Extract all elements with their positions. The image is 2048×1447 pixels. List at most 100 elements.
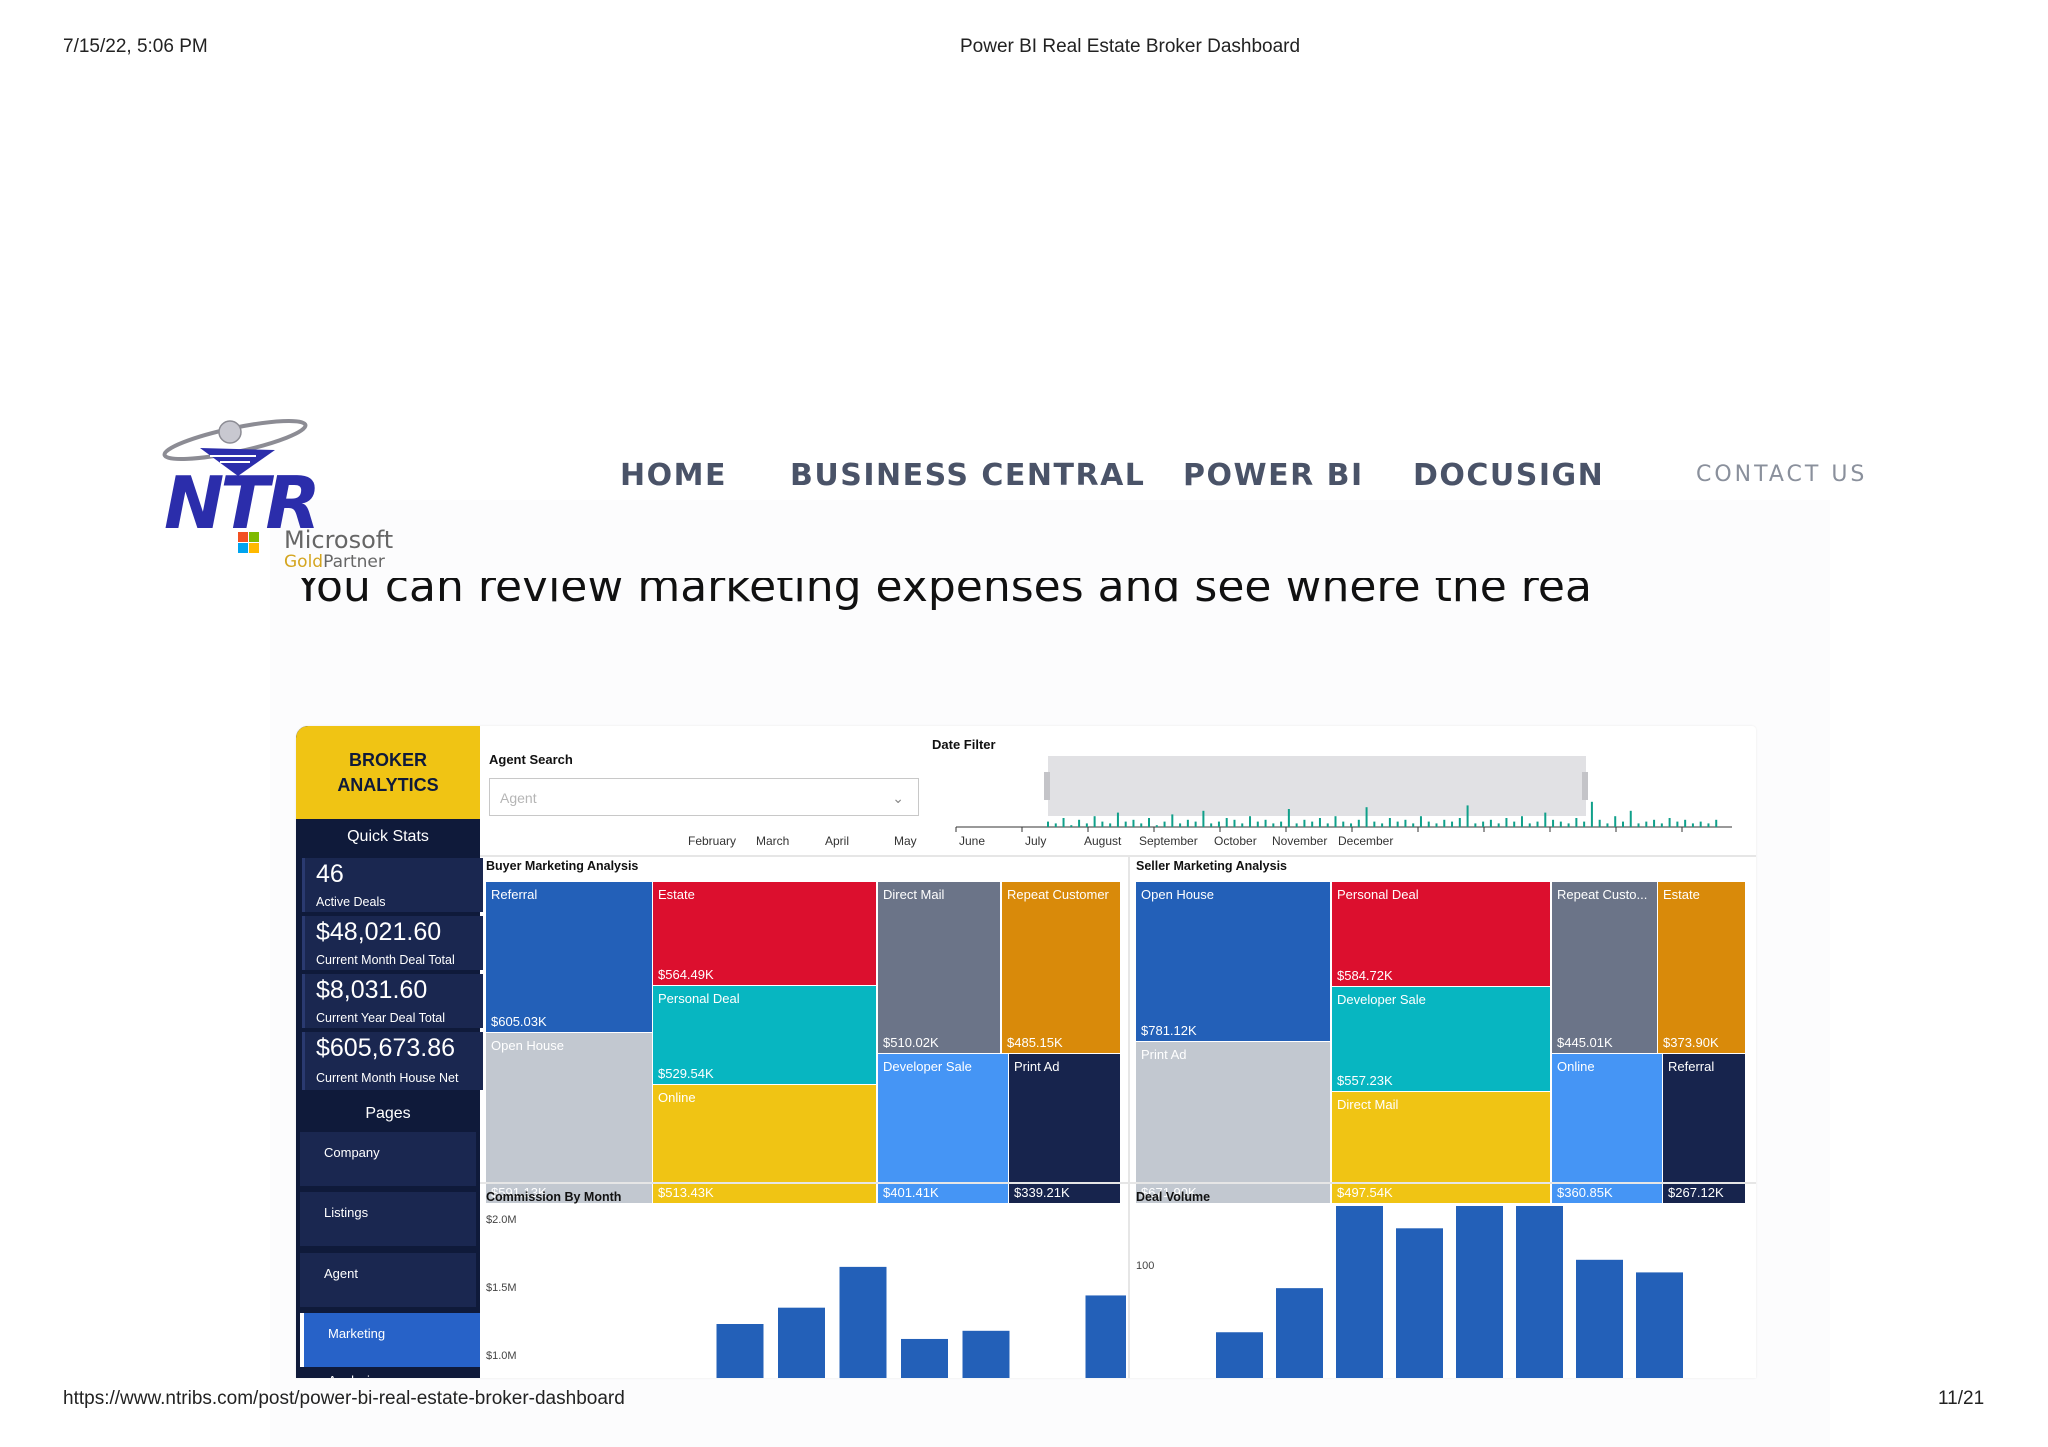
buyer-tile[interactable]: Referral $605.03K <box>486 882 652 1032</box>
buyer-tile[interactable]: Online $513.43K <box>653 1085 876 1203</box>
deal-volume-bar[interactable] <box>1396 1228 1443 1378</box>
seller-tile-name: Repeat Custo... <box>1557 887 1648 902</box>
seller-tile-name: Direct Mail <box>1337 1097 1399 1112</box>
commission-title: Commission By Month <box>486 1190 622 1204</box>
agent-placeholder: Agent <box>500 790 537 806</box>
seller-tile[interactable]: Repeat Custo... $445.01K <box>1552 882 1657 1053</box>
stat-value: 46 <box>316 860 344 888</box>
buyer-tile-value: $339.21K <box>1014 1185 1070 1200</box>
date-filter-sparkline[interactable] <box>952 756 1742 838</box>
commission-bar[interactable] <box>778 1307 825 1378</box>
month-label: December <box>1338 834 1394 848</box>
date-range-handle-left[interactable] <box>1044 772 1050 800</box>
quick-stats-label: Quick Stats <box>347 828 429 845</box>
buyer-tile-name: Online <box>658 1090 696 1105</box>
date-filter-label: Date Filter <box>932 737 996 752</box>
buyer-tile-value: $591.13K <box>491 1185 547 1200</box>
seller-tile-name: Personal Deal <box>1337 887 1419 902</box>
seller-tile-value: $671.90K <box>1141 1185 1197 1200</box>
agent-search-dropdown[interactable]: Agent ⌄ <box>489 778 919 816</box>
nav-power-bi[interactable]: POWER BI <box>1183 458 1364 493</box>
buyer-tile-value: $401.41K <box>883 1185 939 1200</box>
nav-contact-us[interactable]: CONTACT US <box>1696 462 1868 487</box>
commission-bar[interactable] <box>901 1338 948 1378</box>
nav-business-central[interactable]: BUSINESS CENTRAL <box>790 458 1146 493</box>
page-company-performance[interactable]: CompanyPerformance <box>300 1132 476 1207</box>
divider-h2 <box>480 1182 1756 1184</box>
buyer-tile[interactable]: Print Ad $339.21K <box>1009 1054 1120 1203</box>
buyer-tile-name: Personal Deal <box>658 991 740 1006</box>
seller-tile-name: Referral <box>1668 1059 1715 1074</box>
pages-label: Pages <box>365 1105 411 1122</box>
buyer-tile[interactable]: Personal Deal $529.54K <box>653 986 876 1084</box>
month-label: May <box>894 834 917 848</box>
date-range-handle-right[interactable] <box>1582 772 1588 800</box>
deal-volume-bar[interactable] <box>1516 1206 1563 1378</box>
page-agent-performance[interactable]: AgentPerformance <box>300 1253 476 1328</box>
buyer-tile[interactable]: Direct Mail $510.02K <box>878 882 1000 1053</box>
month-label: September <box>1139 834 1198 848</box>
seller-tile-name: Developer Sale <box>1337 992 1426 1007</box>
page-marketing-analysis[interactable]: Marketing Analysis <box>300 1313 480 1378</box>
partner-gold-line: GoldPartner <box>284 552 385 572</box>
nav-home[interactable]: HOME <box>620 458 727 493</box>
commission-bar[interactable] <box>839 1266 887 1378</box>
brand-tile: BROKER ANALYTICS <box>296 726 480 819</box>
commission-bar[interactable] <box>716 1324 764 1378</box>
stat-label: Current Year Deal Total <box>316 1011 446 1025</box>
buyer-tile[interactable]: Estate $564.49K <box>653 882 876 985</box>
buyer-tile[interactable]: Developer Sale $401.41K <box>878 1054 1008 1203</box>
seller-tile-value: $557.23K <box>1337 1073 1393 1088</box>
month-label: October <box>1214 834 1257 848</box>
deal-volume-bar[interactable] <box>1456 1206 1503 1378</box>
buyer-tile-value: $605.03K <box>491 1014 547 1029</box>
stat-month-deal-total: $48,021.60 Current Month Deal Total <box>302 916 483 970</box>
deal-volume-chart <box>1216 1206 1683 1378</box>
buyer-tile-value: $564.49K <box>658 967 714 982</box>
buyer-tile[interactable]: Repeat Customer $485.15K <box>1002 882 1120 1053</box>
print-page-number: 11/21 <box>1938 1388 1985 1409</box>
deal-volume-bar[interactable] <box>1636 1272 1683 1378</box>
partner-microsoft: Microsoft <box>284 526 394 554</box>
stat-value: $8,031.60 <box>316 976 428 1004</box>
stat-value: $605,673.86 <box>316 1034 456 1062</box>
buyer-tile-value: $485.15K <box>1007 1035 1063 1050</box>
month-label: November <box>1272 834 1328 848</box>
page-line1: Company <box>324 1145 380 1160</box>
deal-volume-bar[interactable] <box>1216 1332 1263 1378</box>
seller-tile-value: $584.72K <box>1337 968 1393 983</box>
deal-volume-bar[interactable] <box>1336 1206 1383 1378</box>
divider-v <box>1128 855 1130 1378</box>
date-range-selection[interactable] <box>1048 756 1586 816</box>
partner-gold: Gold <box>284 552 324 572</box>
deal-volume-bar[interactable] <box>1576 1259 1623 1378</box>
page-line1: Listings <box>324 1205 369 1220</box>
commission-tick-1-5m: $1.5M <box>486 1282 517 1294</box>
site-logo[interactable]: NTR Microsoft GoldPartner <box>160 418 430 573</box>
buyer-tile-name: Open House <box>491 1038 564 1053</box>
commission-bar[interactable] <box>962 1330 1010 1378</box>
buyer-tile-name: Referral <box>491 887 538 902</box>
seller-tile[interactable]: Print Ad $671.90K <box>1136 1042 1330 1203</box>
seller-tile-name: Online <box>1557 1059 1595 1074</box>
buyer-tile[interactable]: Open House $591.13K <box>486 1033 652 1203</box>
page-listings-overview[interactable]: ListingsOverview <box>300 1192 476 1267</box>
seller-tile[interactable]: Referral $267.12K <box>1663 1054 1745 1203</box>
seller-tile[interactable]: Personal Deal $584.72K <box>1332 882 1550 986</box>
buyer-tile-value: $529.54K <box>658 1066 714 1081</box>
seller-tile[interactable]: Online $360.85K <box>1552 1054 1662 1203</box>
nav-docusign[interactable]: DOCUSIGN <box>1413 458 1605 493</box>
brand-line1: BROKER <box>348 749 427 770</box>
buyer-tile-name: Repeat Customer <box>1007 887 1109 902</box>
sparkline-ticks <box>955 827 1683 832</box>
seller-tile[interactable]: Estate $373.90K <box>1658 882 1745 1053</box>
print-title: Power BI Real Estate Broker Dashboard <box>960 36 1301 57</box>
brand-line2: ANALYTICS <box>337 774 439 795</box>
deal-volume-bar[interactable] <box>1276 1288 1323 1378</box>
seller-tile-value: $360.85K <box>1557 1185 1613 1200</box>
stat-label: Current Month House Net <box>316 1071 459 1085</box>
seller-tile[interactable]: Direct Mail $497.54K <box>1332 1092 1550 1203</box>
seller-tile[interactable]: Developer Sale $557.23K <box>1332 987 1550 1091</box>
commission-bar[interactable] <box>1085 1295 1127 1378</box>
seller-tile[interactable]: Open House $781.12K <box>1136 882 1330 1041</box>
